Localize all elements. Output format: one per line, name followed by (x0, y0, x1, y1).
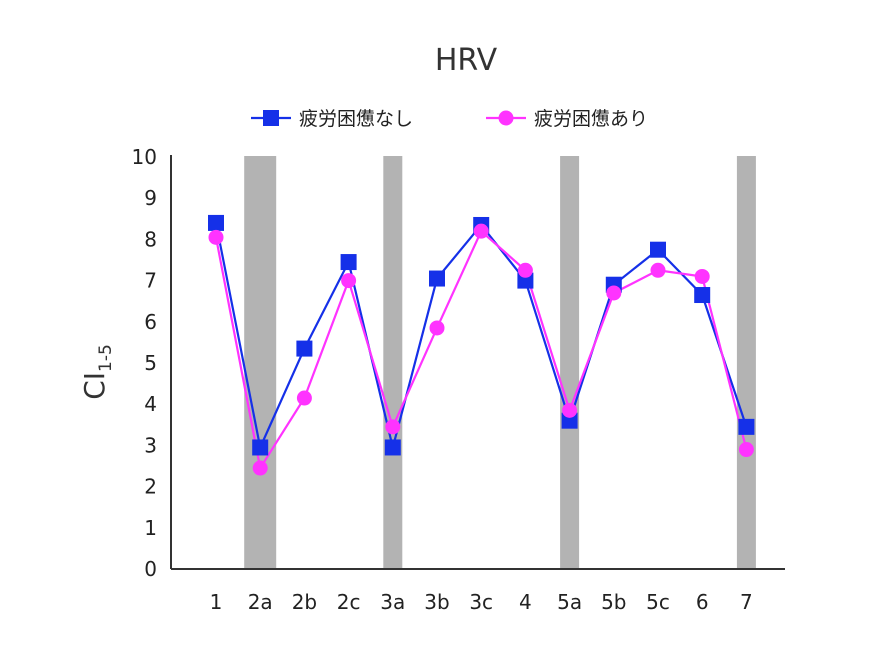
axes (170, 155, 785, 570)
series-lines (208, 214, 755, 476)
data-point-circle (606, 285, 622, 301)
y-axis-label: CI1-5 (78, 344, 116, 400)
y-tick-label: 4 (144, 392, 157, 416)
y-axis-label-main: CI (78, 372, 111, 400)
highlight-band-5a (560, 156, 580, 569)
x-tick-label: 3a (380, 590, 405, 614)
x-tick-label: 2a (248, 590, 273, 614)
legend-label-2: 疲労困憊あり (534, 108, 648, 130)
x-tick-label: 5b (601, 590, 626, 614)
x-tick-label: 7 (740, 590, 753, 614)
data-point-square (252, 439, 269, 456)
data-point-circle (562, 402, 578, 418)
data-point-square (208, 214, 224, 231)
tick-labels: 0 1 2 3 4 5 6 7 8 9 10 1 2a 2b 2c 3a 3b 3c 4 5a 5b 5c 6 7 (132, 145, 753, 614)
data-point-circle (517, 262, 533, 278)
data-point-circle (252, 460, 268, 476)
data-point-circle (650, 262, 666, 278)
data-point-square (694, 287, 711, 304)
data-point-square (384, 439, 401, 456)
data-point-square (738, 418, 755, 435)
data-point-circle (208, 229, 224, 245)
legend-marker-circle (498, 110, 514, 126)
x-tick-label: 5a (557, 590, 582, 614)
y-tick-label: 1 (144, 516, 157, 540)
legend-marker-square (263, 110, 279, 126)
data-point-circle (341, 273, 357, 289)
y-tick-label: 0 (144, 557, 157, 581)
y-tick-label: 2 (144, 475, 157, 499)
data-point-square (429, 270, 445, 287)
data-point-circle (385, 419, 401, 435)
legend: 疲労困憊なし 疲労困憊あり (251, 108, 648, 130)
x-tick-label: 1 (210, 590, 223, 614)
data-point-circle (429, 320, 445, 336)
data-point-square (296, 340, 313, 357)
highlight-band-3a (383, 156, 403, 569)
x-tick-label: 3b (424, 590, 449, 614)
x-tick-label: 2c (337, 590, 361, 614)
highlight-band-7 (736, 156, 756, 569)
data-point-square (650, 241, 666, 258)
y-tick-label: 7 (144, 269, 157, 293)
y-tick-label: 5 (144, 351, 157, 375)
y-axis-label-subscript: 1-5 (96, 344, 116, 372)
highlight-band-2a (244, 156, 277, 569)
legend-label-1: 疲労困憊なし (299, 108, 413, 130)
y-tick-label: 3 (144, 433, 157, 457)
data-point-circle (738, 442, 754, 458)
chart-title: HRV (435, 43, 498, 78)
y-tick-label: 9 (144, 186, 157, 210)
data-point-circle (694, 268, 710, 284)
data-point-circle (473, 223, 489, 239)
data-point-square (340, 254, 357, 271)
y-tick-label: 8 (144, 227, 157, 251)
x-tick-label: 5c (646, 590, 670, 614)
series-line-2 (214, 229, 748, 472)
data-point-circle (296, 390, 312, 406)
x-tick-label: 3c (469, 590, 493, 614)
x-tick-label: 2b (292, 590, 317, 614)
highlight-bands (244, 156, 756, 569)
y-tick-label: 6 (144, 310, 157, 334)
x-tick-label: 4 (519, 590, 532, 614)
y-tick-label: 10 (132, 145, 157, 169)
x-tick-label: 6 (696, 590, 709, 614)
